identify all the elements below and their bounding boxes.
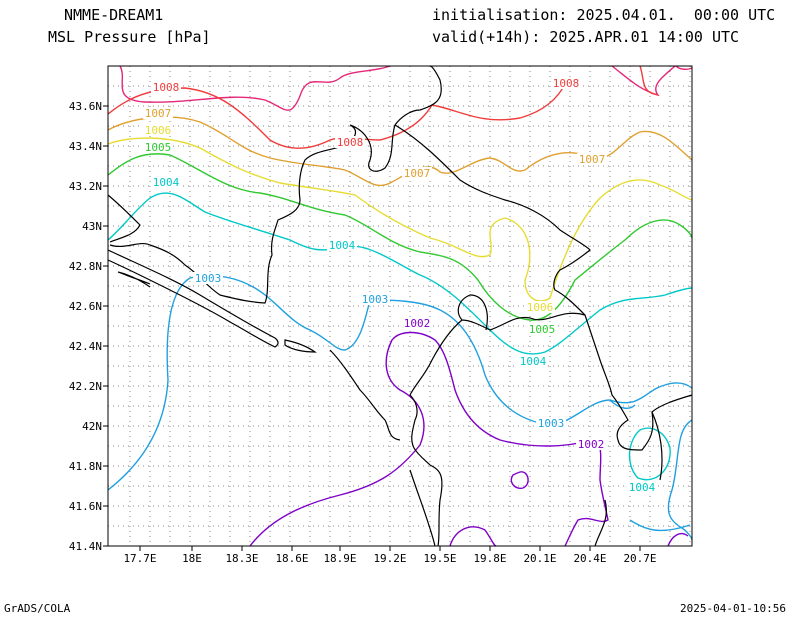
border-south xyxy=(409,469,436,547)
lat-tick-label: 43.4N xyxy=(69,140,102,153)
contour-label: 1005 xyxy=(529,323,556,336)
lon-tick-label: 18.9E xyxy=(323,552,356,565)
contour-label: 1004 xyxy=(153,176,180,189)
island-1 xyxy=(117,271,151,288)
lat-tick-label: 41.4N xyxy=(69,540,102,553)
lat-tick-label: 42N xyxy=(82,420,102,433)
contour-label: 1008 xyxy=(337,136,364,149)
isobar-1004-se xyxy=(628,427,671,481)
footer-software: GrADS/COLA xyxy=(4,602,71,615)
coastline xyxy=(107,65,693,547)
coast-line xyxy=(107,65,442,304)
contour-label-bg xyxy=(360,293,390,305)
lon-tick-label: 19.8E xyxy=(473,552,506,565)
axis-tick-labels: 17.7E 18E 18.3E 18.6E 18.9E 19.2E 19.5E 19.8E 20… xyxy=(69,100,657,565)
isobar-1008-east xyxy=(639,65,659,96)
lon-tick-label: 19.2E xyxy=(373,552,406,565)
isobar-1003-se xyxy=(609,399,693,541)
island-2 xyxy=(284,339,317,353)
isobar-1009-east xyxy=(611,65,693,97)
isobar-1007 xyxy=(107,116,693,187)
lat-tick-label: 43.6N xyxy=(69,100,102,113)
contour-label: 1008 xyxy=(153,81,180,94)
contour-label-bg xyxy=(335,136,365,148)
contour-label: 1002 xyxy=(578,438,605,451)
isobars xyxy=(107,65,693,547)
axis-ticks xyxy=(103,105,641,551)
coast-line-2 xyxy=(394,124,693,451)
coast-line-4 xyxy=(107,249,279,348)
border-east xyxy=(594,411,663,547)
contour-label: 1006 xyxy=(527,301,554,314)
contour-labels: 1008 1008 1008 1007 1007 1007 1006 1006 1005 1005… xyxy=(143,77,657,494)
contour-label: 1003 xyxy=(195,272,222,285)
model-title: NMME-DREAM1 xyxy=(64,6,164,24)
contour-label-bg xyxy=(627,481,657,493)
contour-label-bg xyxy=(151,176,181,188)
lon-tick-label: 19.5E xyxy=(423,552,456,565)
contour-label-bg xyxy=(577,153,607,165)
lon-tick-label: 20.7E xyxy=(623,552,656,565)
lon-tick-label: 20.4E xyxy=(573,552,606,565)
valid-time: valid(+14h): 2025.APR.01 14:00 UTC xyxy=(432,28,740,46)
contour-label-bg xyxy=(527,323,557,335)
field-title: MSL Pressure [hPa] xyxy=(48,28,211,46)
isobar-1004 xyxy=(107,192,693,355)
contour-label-bg xyxy=(327,239,357,251)
lat-tick-label: 42.2N xyxy=(69,380,102,393)
contour-label-bg xyxy=(525,301,555,313)
lat-tick-label: 43.2N xyxy=(69,180,102,193)
contour-label: 1005 xyxy=(145,141,172,154)
contour-label-bg xyxy=(402,167,432,179)
lat-tick-label: 41.8N xyxy=(69,460,102,473)
lon-tick-label: 20.1E xyxy=(523,552,556,565)
lon-tick-label: 18E xyxy=(182,552,202,565)
lat-tick-label: 42.8N xyxy=(69,260,102,273)
contour-label: 1004 xyxy=(329,239,356,252)
contour-label-bg xyxy=(536,417,566,429)
map-frame xyxy=(107,65,693,547)
contour-label-bg xyxy=(143,141,173,153)
contour-label-bg xyxy=(143,107,173,119)
footer-timestamp: 2025-04-01-10:56 xyxy=(680,602,786,615)
isobar-1002 xyxy=(249,331,609,547)
isobar-1002-small xyxy=(510,471,529,489)
contour-label: 1002 xyxy=(404,317,431,330)
lat-tick-label: 42.6N xyxy=(69,300,102,313)
lon-tick-label: 18.3E xyxy=(225,552,258,565)
init-time: initialisation: 2025.04.01. 00:00 UTC xyxy=(432,6,776,24)
isobar-1003-se2 xyxy=(629,519,691,532)
lat-tick-label: 41.6N xyxy=(69,500,102,513)
contour-label: 1003 xyxy=(362,293,389,306)
contour-label-bg xyxy=(518,355,548,367)
isobar-1002-south2 xyxy=(667,532,689,547)
isobar-1005 xyxy=(107,153,693,321)
isobar-1009 xyxy=(119,65,391,111)
contour-label-bg xyxy=(551,77,581,89)
contour-label: 1008 xyxy=(553,77,580,90)
contour-label: 1007 xyxy=(145,107,172,120)
contour-label: 1006 xyxy=(145,124,172,137)
lat-tick-label: 43N xyxy=(82,220,102,233)
contour-label-bg xyxy=(576,438,606,450)
coast-line-5 xyxy=(329,349,401,441)
isobar-1002-south xyxy=(449,526,497,547)
lon-tick-label: 18.6E xyxy=(275,552,308,565)
contour-label-bg xyxy=(151,81,181,93)
contour-label-bg xyxy=(143,124,173,136)
lat-tick-label: 42.4N xyxy=(69,340,102,353)
contour-label: 1004 xyxy=(629,481,656,494)
contour-label: 1007 xyxy=(404,167,431,180)
grid-lines xyxy=(108,66,692,546)
coast-line-3 xyxy=(409,294,586,547)
contour-label: 1003 xyxy=(538,417,565,430)
contour-label: 1007 xyxy=(579,153,606,166)
isobar-1006 xyxy=(107,137,693,302)
contour-label-bg xyxy=(193,272,223,284)
contour-label-bg xyxy=(402,317,432,329)
lon-tick-label: 17.7E xyxy=(123,552,156,565)
contour-label: 1004 xyxy=(520,355,547,368)
